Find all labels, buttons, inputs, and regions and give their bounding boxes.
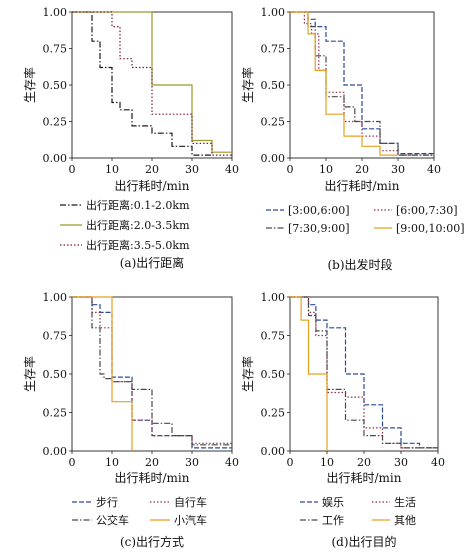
chart-panel-3: 0 10 20 30 40 0.00 0.25 0.50 0.75 1.00 出行耗时/min 生存率… xyxy=(240,291,445,549)
series-line-0 xyxy=(290,296,438,449)
y-tick-label: 0.75 xyxy=(43,330,68,343)
legend-label: 自行车 xyxy=(174,495,207,509)
x-tick-label: 0 xyxy=(69,456,76,469)
y-axis-label: 生存率 xyxy=(240,67,255,103)
series-line-1 xyxy=(290,11,434,156)
x-tick-label: 40 xyxy=(431,456,445,469)
legend-label: [6:00,7:30] xyxy=(396,204,457,217)
y-tick-label: 1.00 xyxy=(261,6,286,19)
y-tick-label: 0.00 xyxy=(261,152,286,165)
chart-panel-1: 0 10 20 30 40 0.00 0.25 0.50 0.75 1.00 出行耗时/min 生存率… xyxy=(240,6,464,272)
x-tick-label: 30 xyxy=(391,163,405,176)
y-tick-label: 0.25 xyxy=(261,116,286,129)
legend-label: 出行距离:2.0-3.5km xyxy=(86,218,190,232)
y-tick-label: 0.75 xyxy=(261,43,286,56)
x-tick-label: 30 xyxy=(185,456,199,469)
x-axis-label: 出行耗时/min xyxy=(115,471,190,485)
chart-panel-2: 0 10 20 30 40 0.00 0.25 0.50 0.75 1.00 出行耗时/min 生存率… xyxy=(22,291,239,549)
y-tick-label: 0.00 xyxy=(43,445,68,458)
x-tick-label: 20 xyxy=(145,456,159,469)
y-tick-label: 0.75 xyxy=(261,330,286,343)
y-tick-label: 0.25 xyxy=(261,407,286,420)
series-line-2 xyxy=(290,11,434,156)
panel-caption: (c)出行方式 xyxy=(120,534,184,549)
legend-label: 生活 xyxy=(394,495,416,509)
y-tick-label: 1.00 xyxy=(43,291,68,304)
x-tick-label: 30 xyxy=(394,456,408,469)
legend-label: [7:30,9:00] xyxy=(288,222,349,235)
legend-label: 小汽车 xyxy=(174,513,207,527)
legend-label: 步行 xyxy=(96,496,118,509)
panel-caption: (a)出行距离 xyxy=(120,255,185,270)
y-tick-label: 0.75 xyxy=(43,43,68,56)
series-line-0 xyxy=(290,11,434,155)
legend-label: 出行距离:0.1-2.0km xyxy=(86,198,190,212)
y-tick-label: 0.25 xyxy=(43,116,68,129)
series-line-0 xyxy=(72,11,212,156)
x-tick-label: 20 xyxy=(357,456,371,469)
legend-label: 公交车 xyxy=(96,513,129,527)
y-tick-label: 0.50 xyxy=(261,368,286,381)
y-tick-label: 1.00 xyxy=(43,6,68,19)
series-line-1 xyxy=(290,296,438,449)
x-axis-label: 出行耗时/min xyxy=(115,179,190,193)
legend-label: [3:00,6:00] xyxy=(288,204,349,217)
series-line-2 xyxy=(72,296,232,446)
x-tick-label: 20 xyxy=(355,163,369,176)
y-tick-label: 0.00 xyxy=(261,445,286,458)
chart-panel-0: 0 10 20 30 40 0.00 0.25 0.50 0.75 1.00 出行耗时/min 生存率… xyxy=(22,6,239,270)
x-tick-label: 20 xyxy=(145,163,159,176)
x-axis-label: 出行耗时/min xyxy=(325,179,400,193)
panel-caption: (d)出行目的 xyxy=(331,534,396,549)
x-tick-label: 40 xyxy=(225,163,239,176)
y-tick-label: 0.50 xyxy=(43,368,68,381)
y-tick-label: 0.25 xyxy=(43,407,68,420)
y-axis-label: 生存率 xyxy=(22,67,37,103)
legend-label: 出行距离:3.5-5.0km xyxy=(86,238,190,252)
x-tick-label: 10 xyxy=(320,456,334,469)
legend-label: 工作 xyxy=(322,514,344,527)
x-tick-label: 0 xyxy=(287,163,294,176)
series-line-1 xyxy=(72,11,232,153)
x-tick-label: 0 xyxy=(69,163,76,176)
x-axis-label: 出行耗时/min xyxy=(327,471,402,485)
y-axis-label: 生存率 xyxy=(22,356,37,392)
y-tick-label: 0.50 xyxy=(43,79,68,92)
x-tick-label: 40 xyxy=(427,163,441,176)
legend-label: [9:00,10:00] xyxy=(396,222,464,235)
y-tick-label: 0.50 xyxy=(261,79,286,92)
legend-label: 娱乐 xyxy=(322,495,344,509)
series-line-0 xyxy=(72,296,232,449)
series-line-3 xyxy=(290,296,328,451)
y-tick-label: 0.00 xyxy=(43,152,68,165)
x-tick-label: 0 xyxy=(287,456,294,469)
x-tick-label: 10 xyxy=(105,456,119,469)
y-tick-label: 1.00 xyxy=(261,291,286,304)
x-tick-label: 40 xyxy=(225,456,239,469)
x-tick-label: 10 xyxy=(319,163,333,176)
legend-label: 其他 xyxy=(394,514,416,527)
series-line-3 xyxy=(290,11,398,156)
y-axis-label: 生存率 xyxy=(240,356,255,392)
series-line-2 xyxy=(290,296,438,449)
x-tick-label: 30 xyxy=(185,163,199,176)
x-tick-label: 10 xyxy=(105,163,119,176)
series-line-3 xyxy=(72,296,133,451)
panel-caption: (b)出发时段 xyxy=(327,257,392,272)
